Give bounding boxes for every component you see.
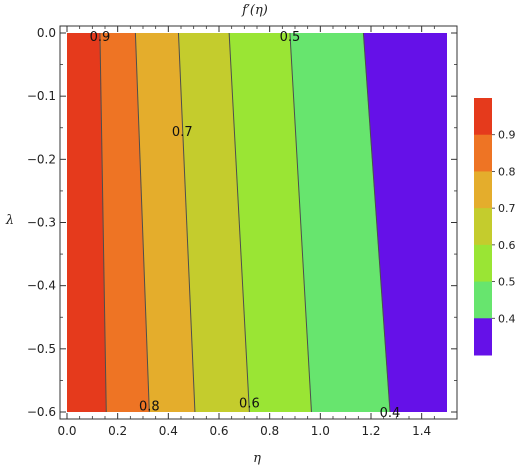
legend-label: 0.8 xyxy=(498,165,516,178)
legend-label: 0.5 xyxy=(498,276,516,289)
plot-area: 0.9 0.5 0.7 0.8 0.6 0.4 xyxy=(67,30,447,421)
x-tick-label: 0.0 xyxy=(57,424,76,438)
x-tick-label: 0.6 xyxy=(209,424,228,438)
x-tick-label: 1.4 xyxy=(412,424,431,438)
contour-line xyxy=(228,33,250,412)
contour-line xyxy=(289,33,312,412)
y-tick-label: −0.3 xyxy=(27,216,56,230)
y-axis: 0.0 −0.1 −0.2 −0.3 −0.4 −0.5 −0.6 xyxy=(27,26,457,419)
legend-swatch xyxy=(474,208,492,246)
y-tick-label: −0.6 xyxy=(27,405,56,419)
legend-swatch xyxy=(474,281,492,319)
legend-label: 0.7 xyxy=(498,202,516,215)
legend-label: 0.6 xyxy=(498,239,516,252)
y-tick-label: −0.2 xyxy=(27,152,56,166)
legend-swatch xyxy=(474,244,492,283)
contour-line xyxy=(177,33,196,412)
chart-title: f′(η) xyxy=(241,3,268,18)
contour-label: 0.6 xyxy=(239,397,260,412)
contour-line xyxy=(362,33,391,412)
x-tick-label: 0.2 xyxy=(108,424,127,438)
contour-label: 0.5 xyxy=(280,30,301,45)
contour-label: 0.8 xyxy=(139,400,160,415)
y-tick-label: −0.5 xyxy=(27,342,56,356)
contour-label: 0.4 xyxy=(380,406,401,421)
x-tick-label: 0.4 xyxy=(159,424,178,438)
y-axis-title: λ xyxy=(5,213,14,228)
legend-swatch xyxy=(474,98,492,136)
legend-swatch xyxy=(474,134,492,172)
x-tick-label: 0.8 xyxy=(260,424,279,438)
color-legend: 0.9 0.8 0.7 0.6 0.5 0.4 xyxy=(474,98,516,356)
contour-line xyxy=(134,33,150,412)
y-tick-label: −0.1 xyxy=(27,89,56,103)
x-axis: 0.0 0.2 0.4 0.6 0.8 1.0 1.2 1.4 xyxy=(57,26,435,438)
contour-line xyxy=(99,33,107,412)
x-tick-label: 1.2 xyxy=(361,424,380,438)
y-tick-label: 0.0 xyxy=(37,26,56,40)
contour-band xyxy=(67,33,107,412)
x-axis-title: η xyxy=(253,451,261,466)
contour-label: 0.7 xyxy=(172,125,193,140)
contour-label: 0.9 xyxy=(90,30,111,45)
legend-swatch xyxy=(474,171,492,209)
y-tick-label: −0.4 xyxy=(27,279,56,293)
legend-label: 0.4 xyxy=(498,312,516,325)
legend-label: 0.9 xyxy=(498,129,516,142)
x-tick-label: 1.0 xyxy=(311,424,330,438)
legend-swatch xyxy=(474,318,492,356)
